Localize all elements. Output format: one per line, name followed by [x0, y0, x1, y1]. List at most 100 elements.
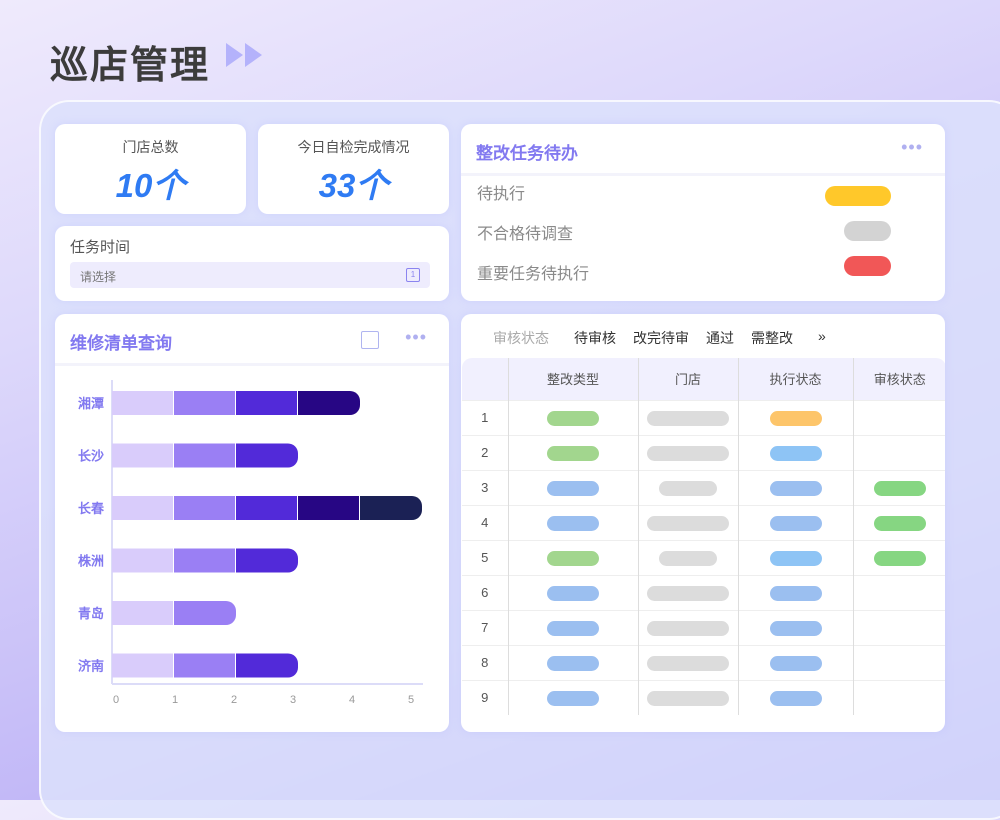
- calendar-icon[interactable]: 1: [406, 268, 420, 282]
- filter-passed[interactable]: 通过: [706, 330, 734, 346]
- store-cell: [637, 609, 738, 645]
- table-row[interactable]: 1: [462, 399, 945, 435]
- table-row[interactable]: 9: [462, 679, 945, 715]
- audit-status-cell: [852, 504, 945, 540]
- audit-status-cell: [852, 679, 945, 715]
- col-audit-status: 审核状态: [852, 358, 945, 400]
- filter-fixed-pending[interactable]: 改完待审: [633, 330, 689, 346]
- type-cell: [507, 609, 638, 645]
- bar-segment: [174, 601, 236, 625]
- type-pill: [547, 445, 599, 461]
- exec-status-cell: [737, 644, 853, 680]
- bar-segment: [298, 391, 360, 415]
- table-row[interactable]: 6: [462, 574, 945, 610]
- bar-segment: [236, 653, 298, 678]
- audit-status-cell: [852, 609, 945, 645]
- col-exec-status: 执行状态: [737, 358, 853, 400]
- export-icon[interactable]: [361, 331, 379, 349]
- exec-status-cell: [737, 574, 853, 610]
- store-cell: [637, 574, 738, 610]
- exec-status-cell: [737, 504, 853, 540]
- exec-status-pill: [769, 690, 822, 706]
- more-filters-button[interactable]: »: [818, 328, 826, 344]
- row-index: 1: [462, 399, 508, 435]
- bar-segment: [112, 601, 173, 625]
- audit-status-pill: [873, 550, 926, 566]
- row-index: 4: [462, 504, 508, 540]
- row-index: 9: [462, 679, 508, 715]
- task-time-label: 任务时间: [70, 239, 131, 256]
- bar-segment: [112, 391, 173, 415]
- store-pill: [647, 410, 729, 426]
- table-row[interactable]: 7: [462, 609, 945, 645]
- audit-card: 审核状态 待审核 改完待审 通过 需整改 » 整改类型 门店 执行状态 审核状态…: [461, 314, 945, 732]
- todo-item-label: 待执行: [477, 186, 526, 203]
- todo-item-pill: [844, 221, 891, 241]
- type-cell: [507, 539, 638, 575]
- category-label: 湘潭: [78, 396, 104, 411]
- store-pill: [647, 620, 729, 636]
- todo-item-label: 不合格待调查: [477, 226, 574, 243]
- todo-title: 整改任务待办: [476, 144, 578, 163]
- audit-status-cell: [852, 434, 945, 470]
- x-tick-label: 1: [172, 694, 178, 706]
- date-picker-input[interactable]: 请选择 1: [70, 262, 430, 288]
- repair-header: 维修清单查询 •••: [55, 314, 449, 366]
- table-row[interactable]: 5: [462, 539, 945, 575]
- exec-status-pill: [769, 410, 822, 426]
- store-pill: [647, 585, 729, 601]
- store-cell: [637, 504, 738, 540]
- bar-segment: [174, 443, 235, 468]
- category-label: 株洲: [78, 554, 104, 569]
- page-title: 巡店管理: [50, 45, 211, 87]
- more-icon[interactable]: •••: [901, 137, 923, 157]
- exec-status-cell: [737, 539, 853, 575]
- bar-segment: [298, 496, 359, 520]
- store-pill: [647, 515, 729, 531]
- type-cell: [507, 399, 638, 435]
- store-count-label: 门店总数: [122, 139, 179, 155]
- filter-pending-review[interactable]: 待审核: [574, 330, 616, 346]
- table-row[interactable]: 4: [462, 504, 945, 540]
- exec-status-pill: [769, 585, 822, 601]
- bar-segment: [112, 443, 173, 468]
- type-pill: [547, 410, 599, 426]
- audit-status-cell: [852, 399, 945, 435]
- exec-status-cell: [737, 399, 853, 435]
- col-index: [462, 358, 508, 400]
- table-row[interactable]: 2: [462, 434, 945, 470]
- exec-status-pill: [769, 445, 822, 461]
- table-row[interactable]: 8: [462, 644, 945, 680]
- bar-segment: [236, 496, 297, 520]
- store-cell: [637, 434, 738, 470]
- audit-status-cell: [852, 469, 945, 505]
- row-index: 5: [462, 539, 508, 575]
- row-index: 8: [462, 644, 508, 680]
- more-icon[interactable]: •••: [405, 327, 427, 347]
- todo-item-pill: [825, 186, 891, 206]
- exec-status-pill: [769, 480, 822, 496]
- x-tick-label: 2: [231, 694, 237, 706]
- bar-segment: [174, 653, 235, 678]
- type-cell: [507, 679, 638, 715]
- category-label: 济南: [78, 659, 104, 674]
- table-row[interactable]: 3: [462, 469, 945, 505]
- filter-needs-fix[interactable]: 需整改: [751, 330, 793, 346]
- row-index: 6: [462, 574, 508, 610]
- row-index: 3: [462, 469, 508, 505]
- exec-status-cell: [737, 469, 853, 505]
- audit-status-cell: [852, 539, 945, 575]
- exec-status-pill: [769, 655, 822, 671]
- category-label: 青岛: [78, 606, 104, 621]
- col-store: 门店: [637, 358, 738, 400]
- row-index: 2: [462, 434, 508, 470]
- self-check-value: 33个: [318, 167, 389, 204]
- bar-segment: [112, 548, 173, 573]
- type-cell: [507, 644, 638, 680]
- self-check-label: 今日自检完成情况: [297, 139, 410, 155]
- store-cell: [637, 469, 738, 505]
- store-pill: [647, 690, 729, 706]
- store-pill: [659, 550, 717, 566]
- store-pill: [647, 655, 729, 671]
